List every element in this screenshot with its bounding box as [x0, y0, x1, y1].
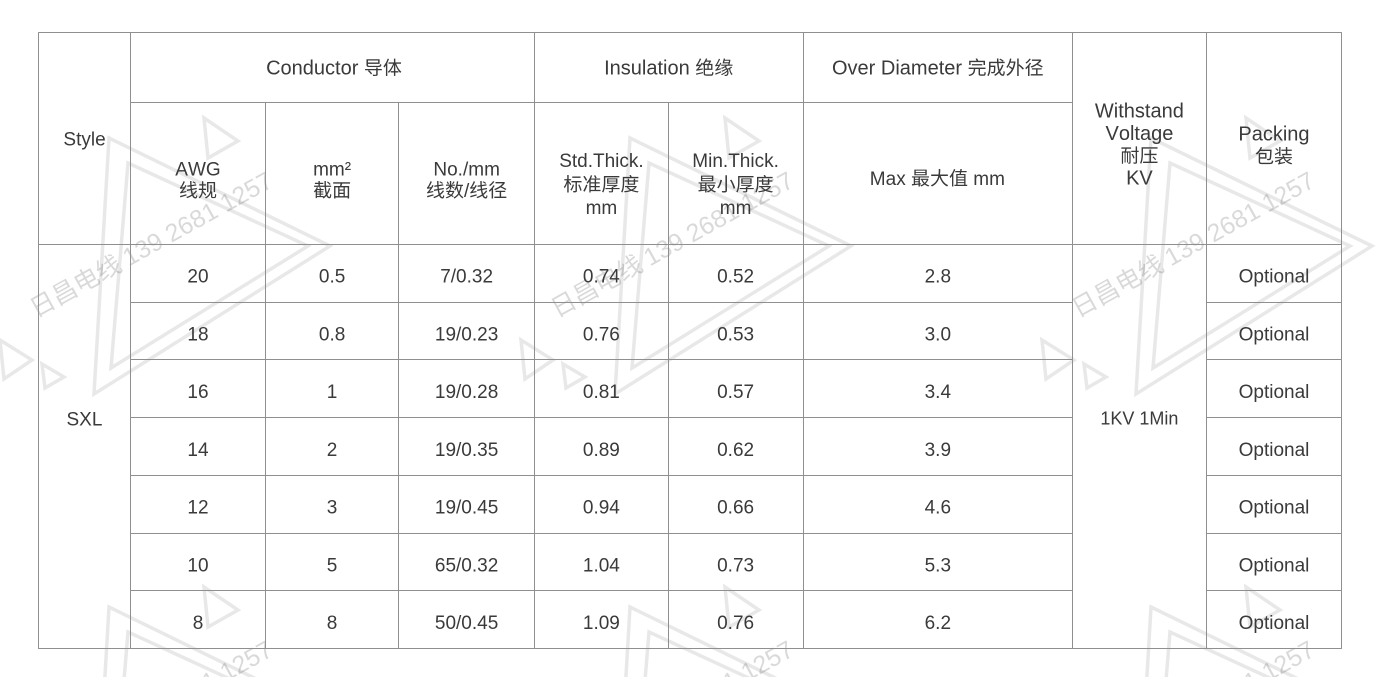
svg-text:0.89: 0.89	[583, 440, 620, 461]
svg-text:19/0.45: 19/0.45	[435, 498, 498, 519]
svg-text:Optional: Optional	[1239, 382, 1310, 403]
svg-text:Optional: Optional	[1239, 613, 1310, 634]
svg-text:Over Diameter: Over Diameter	[832, 58, 962, 80]
svg-text:Conductor: Conductor	[266, 58, 359, 80]
svg-text:18: 18	[187, 324, 208, 345]
svg-text:7/0.32: 7/0.32	[440, 267, 493, 288]
svg-text:4.6: 4.6	[925, 498, 951, 519]
svg-text:2: 2	[327, 440, 338, 461]
svg-text:AWG: AWG	[175, 160, 220, 181]
svg-text:14: 14	[187, 440, 209, 461]
svg-text:Voltage: Voltage	[1106, 123, 1174, 145]
svg-text:3.4: 3.4	[925, 382, 952, 403]
svg-text:1.09: 1.09	[583, 613, 620, 634]
svg-text:Std.Thick.: Std.Thick.	[559, 151, 643, 172]
svg-text:0.62: 0.62	[717, 440, 754, 461]
svg-text:Withstand: Withstand	[1095, 101, 1184, 123]
svg-text:0.73: 0.73	[717, 555, 754, 576]
svg-text:8: 8	[193, 613, 204, 634]
svg-text:50/0.45: 50/0.45	[435, 613, 498, 634]
svg-text:KV: KV	[1126, 168, 1153, 190]
svg-text:1KV 1Min: 1KV 1Min	[1100, 408, 1178, 428]
svg-text:Min.Thick.: Min.Thick.	[692, 151, 779, 172]
svg-text:Optional: Optional	[1239, 555, 1310, 576]
svg-text:5.3: 5.3	[925, 555, 951, 576]
svg-text:mm: mm	[973, 169, 1005, 190]
svg-text:12: 12	[187, 498, 208, 519]
svg-text:Optional: Optional	[1239, 440, 1310, 461]
svg-text:Optional: Optional	[1239, 267, 1310, 288]
svg-text:No./mm: No./mm	[433, 160, 500, 181]
svg-text:Insulation: Insulation	[604, 58, 690, 80]
svg-text:3.0: 3.0	[925, 324, 951, 345]
svg-text:mm: mm	[720, 198, 752, 219]
svg-text:16: 16	[187, 382, 208, 403]
svg-text:19/0.28: 19/0.28	[435, 382, 498, 403]
svg-text:SXL: SXL	[67, 409, 103, 430]
svg-text:0.76: 0.76	[583, 324, 620, 345]
svg-text:/: /	[464, 181, 470, 202]
svg-text:mm: mm	[586, 198, 618, 219]
svg-text:Optional: Optional	[1239, 324, 1310, 345]
svg-text:0.57: 0.57	[717, 382, 754, 403]
svg-text:0.76: 0.76	[717, 613, 754, 634]
svg-text:8: 8	[327, 613, 338, 634]
svg-text:Style: Style	[63, 130, 105, 151]
svg-text:65/0.32: 65/0.32	[435, 555, 498, 576]
svg-text:3.9: 3.9	[925, 440, 951, 461]
svg-text:0.52: 0.52	[717, 267, 754, 288]
svg-text:5: 5	[327, 555, 338, 576]
svg-text:0.94: 0.94	[583, 498, 620, 519]
svg-text:10: 10	[187, 555, 208, 576]
svg-text:0.5: 0.5	[319, 267, 345, 288]
svg-text:3: 3	[327, 498, 338, 519]
svg-text:19/0.23: 19/0.23	[435, 324, 498, 345]
svg-text:1: 1	[327, 382, 338, 403]
svg-text:19/0.35: 19/0.35	[435, 440, 498, 461]
svg-text:Packing: Packing	[1238, 124, 1309, 146]
svg-text:Max: Max	[870, 169, 906, 190]
svg-text:20: 20	[187, 267, 208, 288]
svg-text:2.8: 2.8	[925, 267, 951, 288]
svg-text:6.2: 6.2	[925, 613, 951, 634]
svg-text:0.81: 0.81	[583, 382, 620, 403]
svg-text:0.74: 0.74	[583, 267, 620, 288]
svg-text:Optional: Optional	[1239, 498, 1310, 519]
svg-text:mm²: mm²	[313, 160, 351, 181]
svg-text:0.8: 0.8	[319, 324, 345, 345]
svg-text:0.53: 0.53	[717, 324, 754, 345]
svg-text:1.04: 1.04	[583, 555, 620, 576]
svg-text:0.66: 0.66	[717, 498, 754, 519]
